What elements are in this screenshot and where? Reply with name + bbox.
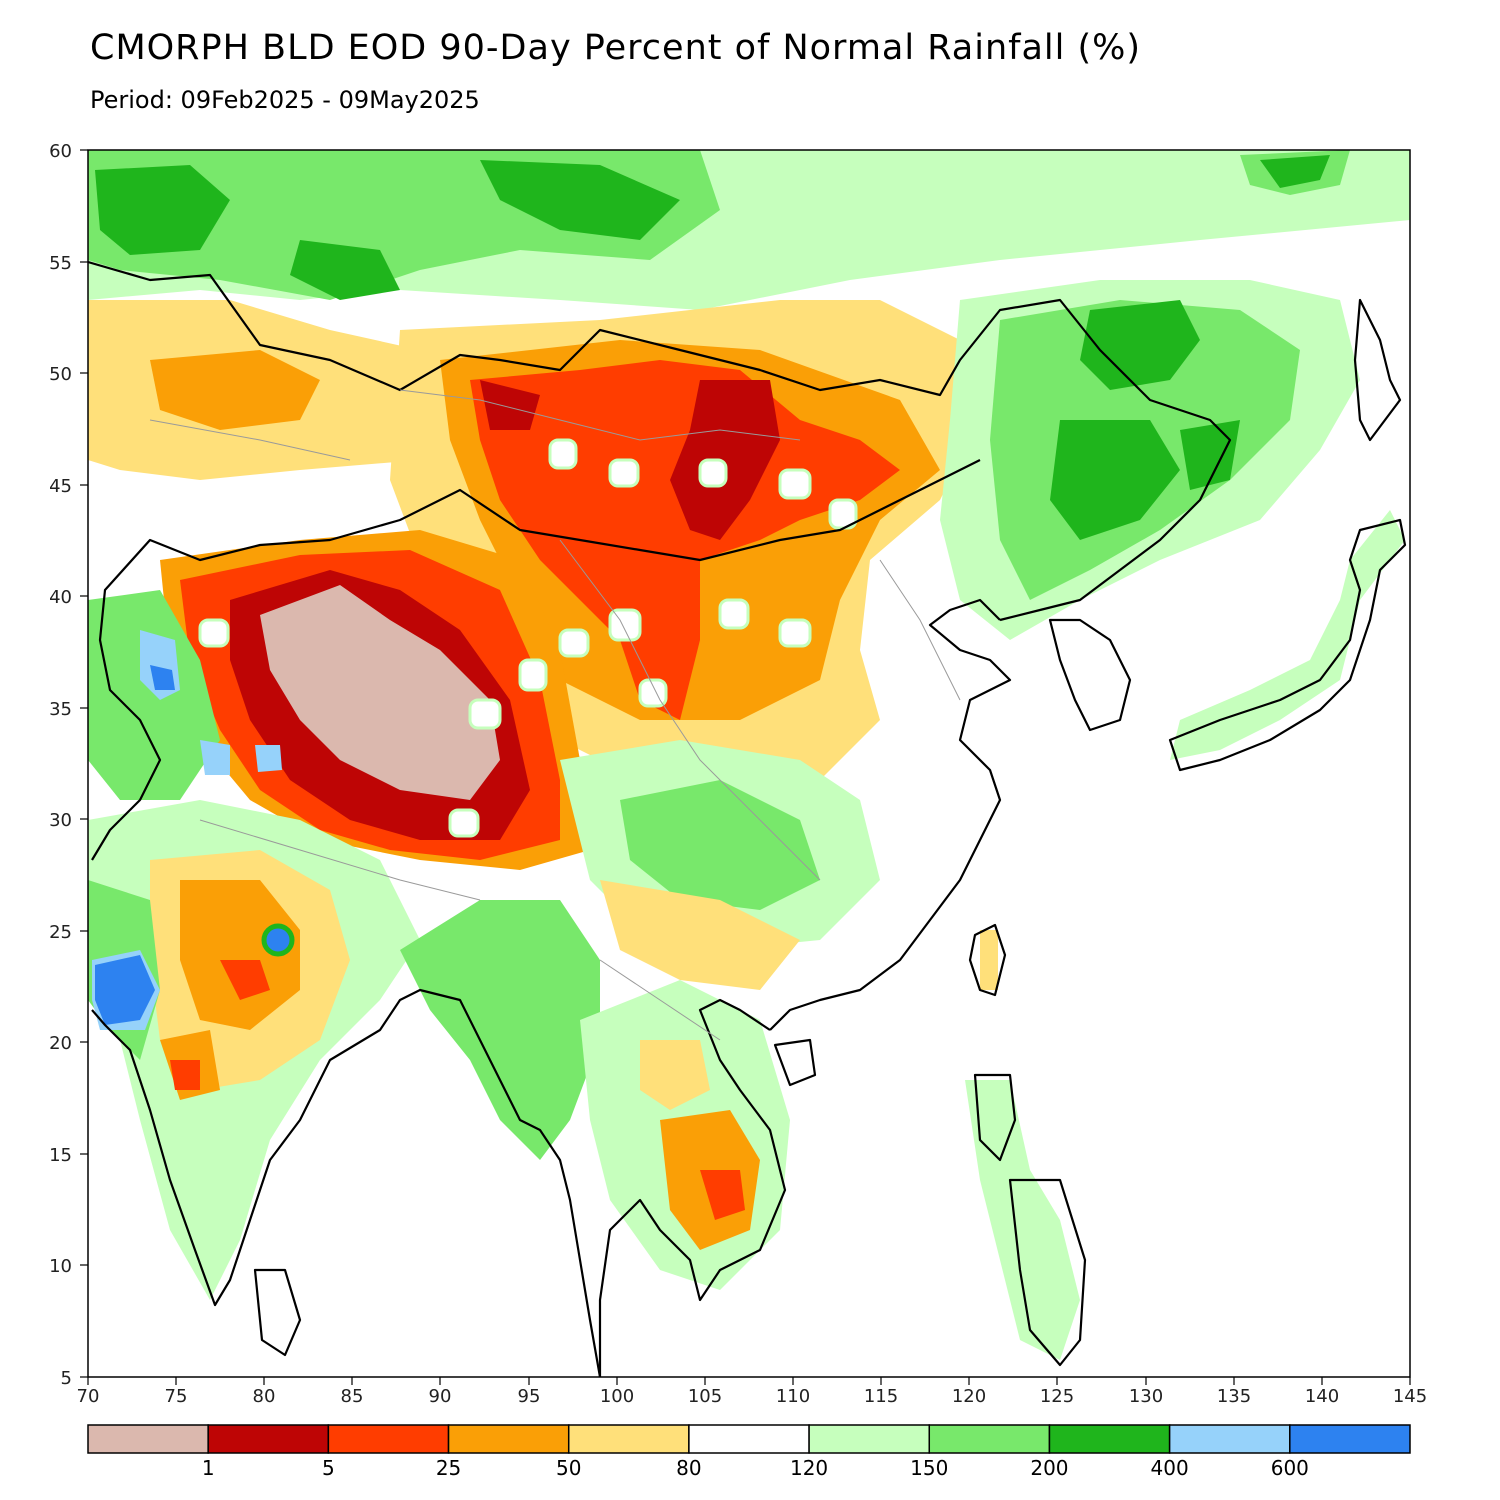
rain-region-japan	[1170, 510, 1405, 760]
lat-tick-label: 30	[49, 810, 72, 831]
colorbar-swatch	[1048, 1424, 1171, 1454]
colorbar-label: 25	[436, 1456, 461, 1480]
rain-region-okhotsk-dark	[1260, 155, 1330, 188]
rain-region-india-red	[170, 960, 270, 1090]
colorbar: 1 5 25 50 80 120 150 200 400 600	[87, 1424, 1411, 1480]
rain-region-mongolia-darkred	[480, 380, 780, 540]
map-plot-area	[88, 150, 1410, 1377]
lon-tick-labels: 70 75 80 85 90 95 100 105 110 115 120 12…	[77, 1386, 1428, 1407]
map-title: CMORPH BLD EOD 90-Day Percent of Normal …	[90, 28, 1142, 68]
lat-tick-label: 25	[49, 922, 72, 943]
rain-region-philippines	[965, 1080, 1080, 1360]
rain-region-manchuria-dark	[1050, 300, 1240, 540]
lon-tick-label: 105	[688, 1386, 722, 1407]
lat-tick-label: 50	[49, 364, 72, 385]
rain-region-kashmir-green	[88, 590, 220, 800]
rain-patches-plateau	[198, 438, 858, 838]
rain-region-south-china-yellow	[600, 880, 800, 990]
colorbar-swatch	[87, 1424, 209, 1454]
lat-tick-label: 35	[49, 699, 72, 720]
colorbar-label: 5	[322, 1456, 335, 1480]
colorbar-swatch	[207, 1424, 330, 1454]
colorbar-swatch	[928, 1424, 1051, 1454]
colorbar-swatch	[1289, 1424, 1411, 1454]
lon-tick-label: 110	[776, 1386, 810, 1407]
rain-region-kashmir-blue	[140, 630, 282, 775]
colorbar-swatch	[447, 1424, 570, 1454]
rain-region-kashmir-blue-dark	[150, 665, 175, 690]
lon-tick-label: 80	[253, 1386, 276, 1407]
rain-region-sichuan-mid	[620, 780, 820, 910]
colorbar-swatch	[808, 1424, 931, 1454]
lon-tick-label: 95	[518, 1386, 541, 1407]
rain-region-kazakhstan-orange	[150, 350, 320, 430]
colorbar-swatch	[1168, 1424, 1291, 1454]
lon-tick-label: 130	[1129, 1386, 1163, 1407]
axis-ticks	[80, 149, 1411, 1385]
lon-tick-label: 140	[1305, 1386, 1339, 1407]
rain-region-myanmar-green	[400, 900, 600, 1160]
colorbar-label: 50	[556, 1456, 581, 1480]
lat-tick-label: 15	[49, 1145, 72, 1166]
colorbar-label: 1	[202, 1456, 215, 1480]
map-coastlines	[88, 260, 1407, 1377]
rain-spot-central-india	[261, 923, 295, 957]
lon-tick-label: 120	[952, 1386, 986, 1407]
colorbar-swatch	[327, 1424, 450, 1454]
lat-tick-labels: 60 55 50 45 40 35 30 25 20 15 10 5	[49, 141, 72, 1389]
lat-tick-label: 40	[49, 587, 72, 608]
colorbar-label: 80	[676, 1456, 701, 1480]
lon-tick-label: 115	[864, 1386, 898, 1407]
lon-tick-label: 135	[1217, 1386, 1251, 1407]
colorbar-swatch	[567, 1424, 690, 1454]
map-border	[87, 149, 1411, 1378]
colorbar-swatch	[688, 1424, 810, 1454]
rain-region-gujarat-blue	[95, 955, 155, 1025]
rain-region-siberia-dark	[95, 160, 680, 300]
colorbar-label: 120	[790, 1456, 828, 1480]
lat-tick-label: 5	[61, 1368, 72, 1389]
lat-tick-label: 10	[49, 1256, 72, 1277]
map-period: Period: 09Feb2025 - 09May2025	[90, 86, 480, 114]
rain-region-tibet-driest	[260, 585, 500, 800]
rain-region-cambodia-red	[700, 1170, 745, 1220]
colorbar-label: 400	[1151, 1456, 1189, 1480]
colorbar-label: 150	[910, 1456, 948, 1480]
lat-tick-label: 45	[49, 476, 72, 497]
lon-tick-label: 125	[1040, 1386, 1074, 1407]
lat-tick-label: 20	[49, 1033, 72, 1054]
lat-tick-label: 60	[49, 141, 72, 162]
map-country-borders	[149, 389, 961, 1041]
colorbar-label: 200	[1030, 1456, 1068, 1480]
lon-tick-label: 70	[77, 1386, 100, 1407]
rain-region-taiwan	[980, 930, 998, 990]
lat-tick-label: 55	[49, 253, 72, 274]
lon-tick-label: 85	[341, 1386, 364, 1407]
lon-tick-label: 90	[429, 1386, 452, 1407]
lon-tick-label: 75	[165, 1386, 188, 1407]
lon-tick-label: 100	[600, 1386, 634, 1407]
colorbar-label: 600	[1271, 1456, 1309, 1480]
lon-tick-label: 145	[1393, 1386, 1427, 1407]
rain-region-laos-yellow	[640, 1040, 710, 1110]
